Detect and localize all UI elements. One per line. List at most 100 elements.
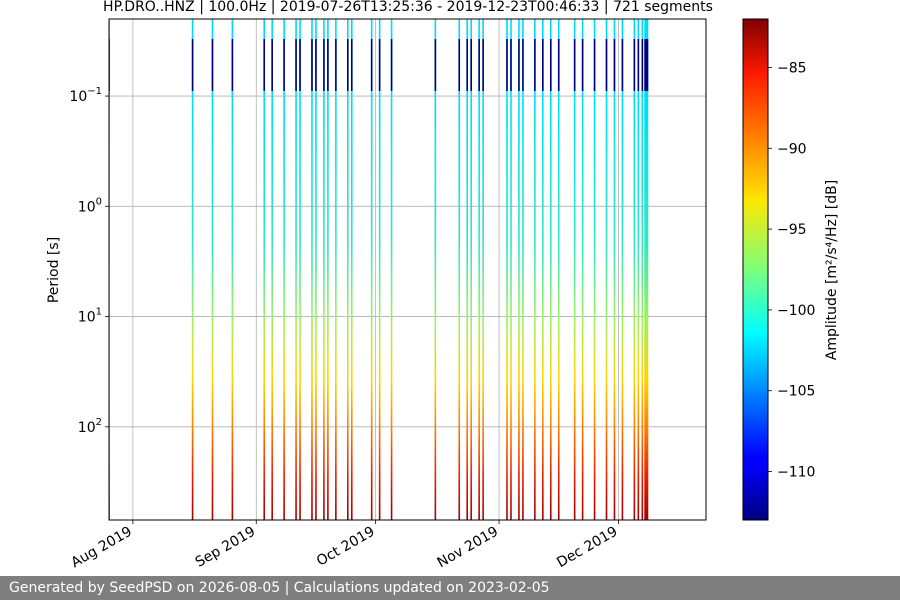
segment-dark-band — [295, 39, 297, 91]
segment-dark-band — [466, 39, 468, 91]
segment-dark-band — [434, 39, 437, 91]
y-tick-base: 10 — [78, 199, 96, 215]
segment-dark-band — [506, 39, 508, 91]
segment-dark-band — [350, 39, 353, 91]
plot-frame — [108, 18, 707, 521]
segment-dark-band — [370, 39, 373, 91]
segment-dark-band — [593, 39, 596, 91]
segment-column — [633, 19, 636, 520]
segment-column — [482, 19, 484, 520]
segment-column — [378, 19, 381, 520]
segment-dark-band — [378, 39, 381, 91]
y-tick-label: 100 — [78, 196, 102, 215]
y-tick-label: 101 — [78, 307, 102, 326]
segment-dark-band — [557, 39, 560, 91]
segment-dark-band — [211, 39, 214, 91]
segment-column — [470, 19, 472, 520]
segment-dark-band — [637, 39, 640, 91]
segment-dark-band — [573, 39, 576, 91]
segment-column — [211, 19, 214, 520]
y-tick-exponent: 2 — [96, 417, 102, 428]
segment-dark-band — [327, 39, 329, 91]
colorbar-label: Amplitude [m²/s⁴/Hz] [dB] — [824, 180, 840, 360]
segment-column — [271, 19, 273, 520]
segment-dark-band — [470, 39, 472, 91]
segment-column — [605, 19, 608, 520]
y-tick-exponent: 1 — [96, 307, 102, 318]
y-tick-label: 102 — [78, 417, 102, 436]
segments — [109, 19, 649, 520]
segment-column — [434, 19, 437, 520]
segment-dark-band — [323, 39, 325, 91]
segment-column — [327, 19, 329, 520]
x-tick-label: Oct 2019 — [314, 524, 378, 570]
segment-dark-band — [641, 39, 644, 91]
segment-dark-band — [299, 39, 301, 91]
colorbar — [742, 18, 769, 521]
y-tick-exponent: 0 — [96, 196, 102, 207]
segment-dark-band — [549, 39, 552, 91]
segment-dark-band — [518, 39, 520, 91]
segment-column — [347, 19, 349, 520]
footer-text: Generated by SeedPSD on 2026-08-05 | Cal… — [9, 580, 550, 596]
segment-column — [542, 19, 544, 520]
segment-column — [644, 19, 649, 520]
segment-column — [573, 19, 576, 520]
segment-dark-band — [191, 39, 194, 91]
colorbar-tick-label: −85 — [777, 60, 807, 76]
y-tick-base: 10 — [78, 310, 96, 326]
segment-column — [231, 19, 234, 520]
chart: HP.DRO..HNZ | 100.0Hz | 2019-07-26T13:25… — [46, 0, 840, 572]
segment-column — [478, 19, 480, 520]
segment-column — [191, 19, 194, 520]
segment-column — [506, 19, 508, 520]
segment-column — [370, 19, 373, 520]
footer-bar: Generated by SeedPSD on 2026-08-05 | Cal… — [0, 576, 900, 600]
segment-dark-band — [390, 39, 393, 91]
segment-column — [593, 19, 596, 520]
segment-column — [299, 19, 301, 520]
segment-dark-band — [271, 39, 273, 91]
y-tick-label: 10−1 — [69, 86, 102, 105]
grid — [109, 19, 706, 520]
segment-column — [390, 19, 393, 520]
segment-dark-band — [621, 39, 624, 91]
segment-column — [549, 19, 552, 520]
segment-dark-band — [613, 39, 616, 91]
segment-dark-band — [478, 39, 480, 91]
segment-column — [350, 19, 353, 520]
segment-dark-band — [231, 39, 234, 91]
segment-column — [283, 19, 285, 520]
segment-column — [637, 19, 640, 520]
segment-dark-band — [522, 39, 524, 91]
segment-column — [534, 19, 536, 520]
segment-column — [581, 19, 584, 520]
y-tick-base: 10 — [78, 420, 96, 436]
segment-column — [335, 19, 337, 520]
segment-column — [621, 19, 624, 520]
chart-title: HP.DRO..HNZ | 100.0Hz | 2019-07-26T13:25… — [103, 0, 713, 15]
segment-dark-band — [315, 39, 317, 91]
segment-dark-band — [335, 39, 337, 91]
segment-dark-band — [458, 39, 461, 91]
segment-column — [557, 19, 560, 520]
segment-column — [641, 19, 644, 520]
segment-dark-band — [534, 39, 536, 91]
y-tick-base: 10 — [69, 89, 87, 105]
x-tick-label: Sep 2019 — [193, 524, 259, 571]
colorbar-tick-label: −100 — [777, 303, 815, 319]
segment-column — [466, 19, 468, 520]
segment-dark-band — [263, 39, 266, 91]
segment-dark-band — [542, 39, 544, 91]
segment-dark-band — [510, 39, 512, 91]
segment-dark-band — [482, 39, 484, 91]
segment-column — [510, 19, 512, 520]
x-tick-label: Dec 2019 — [554, 524, 620, 571]
colorbar-tick-label: −95 — [777, 222, 807, 238]
x-tick-label: Nov 2019 — [435, 524, 501, 572]
segment-column — [323, 19, 325, 520]
colorbar-ticks: −85 −90 −95 −100 −105 −110 — [768, 60, 815, 481]
segment-dark-band — [605, 39, 608, 91]
plot-area — [109, 19, 706, 520]
